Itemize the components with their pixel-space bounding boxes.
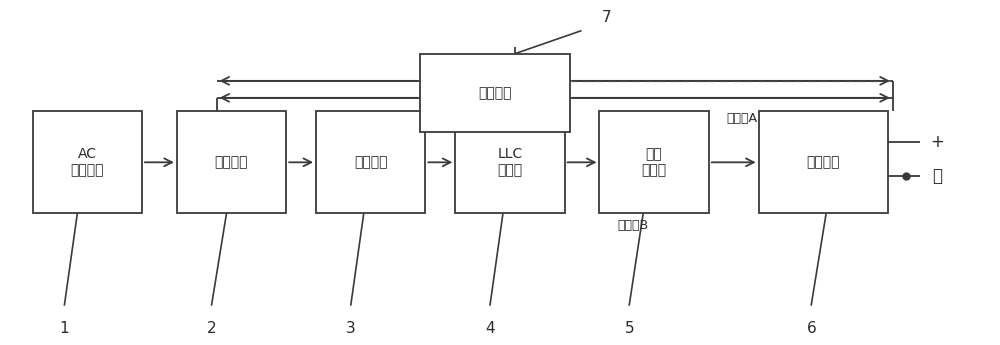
Text: 屏蔽层A: 屏蔽层A — [727, 112, 758, 125]
Text: 2: 2 — [207, 321, 216, 336]
Text: 1: 1 — [60, 321, 69, 336]
Text: +: + — [931, 133, 944, 151]
Text: 5: 5 — [624, 321, 634, 336]
Text: 共模电容: 共模电容 — [478, 86, 512, 100]
Text: 7: 7 — [602, 10, 611, 24]
Text: 6: 6 — [806, 321, 816, 336]
Bar — [455, 111, 565, 213]
Text: 屏蔽层B: 屏蔽层B — [617, 219, 648, 231]
Bar — [599, 111, 709, 213]
Bar — [420, 54, 570, 132]
Text: 高频
变压器: 高频 变压器 — [642, 147, 667, 177]
Text: 4: 4 — [485, 321, 495, 336]
Bar — [177, 111, 286, 213]
Text: LLC
变换器: LLC 变换器 — [497, 147, 523, 177]
Text: 整流输出: 整流输出 — [806, 155, 840, 169]
Text: 3: 3 — [346, 321, 356, 336]
Text: 整流滤波: 整流滤波 — [354, 155, 387, 169]
Bar — [316, 111, 425, 213]
Text: 共模电感: 共模电感 — [215, 155, 248, 169]
Text: AC
交流输入: AC 交流输入 — [71, 147, 104, 177]
Bar — [33, 111, 142, 213]
Bar — [759, 111, 888, 213]
Text: －: － — [933, 167, 943, 185]
